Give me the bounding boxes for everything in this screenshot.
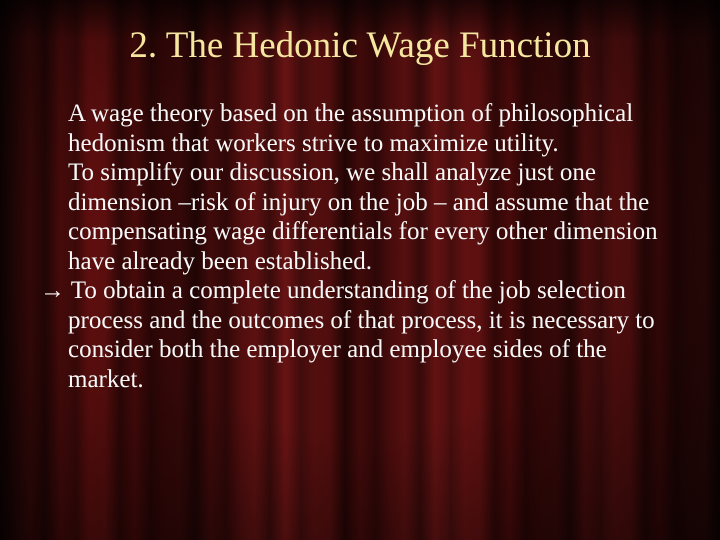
- slide-container: 2. The Hedonic Wage Function A wage theo…: [0, 0, 720, 540]
- slide-content: 2. The Hedonic Wage Function A wage theo…: [0, 0, 720, 540]
- paragraph-1: A wage theory based on the assumption of…: [40, 99, 680, 158]
- slide-title: 2. The Hedonic Wage Function: [40, 24, 680, 67]
- paragraph-3: → To obtain a complete understanding of …: [40, 276, 680, 394]
- paragraph-2: To simplify our discussion, we shall ana…: [40, 158, 680, 276]
- slide-body: A wage theory based on the assumption of…: [40, 99, 680, 394]
